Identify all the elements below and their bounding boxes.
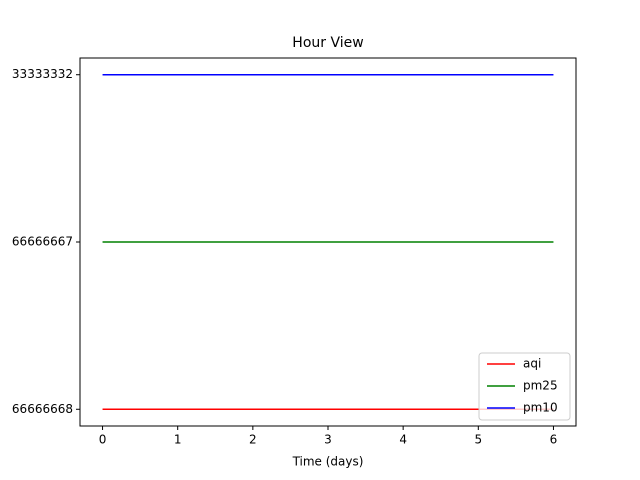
x-axis-label: Time (days) [292,455,364,469]
x-tick-label: 5 [474,433,482,447]
x-tick-label: 4 [399,433,407,447]
chart-title: Hour View [292,35,363,51]
legend-label: aqi [523,357,541,371]
x-tick-label: 6 [550,433,558,447]
y-tick-label: 66666668 [12,402,73,416]
legend-label: pm10 [523,401,558,415]
x-tick-label: 3 [324,433,332,447]
x-tick-label: 2 [249,433,257,447]
y-tick-label: 66666667 [12,235,73,249]
y-tick-label: 33333332 [12,67,73,81]
legend-box [478,352,571,421]
x-tick-label: 1 [174,433,182,447]
legend-label: pm25 [523,379,558,393]
x-tick-label: 0 [99,433,107,447]
